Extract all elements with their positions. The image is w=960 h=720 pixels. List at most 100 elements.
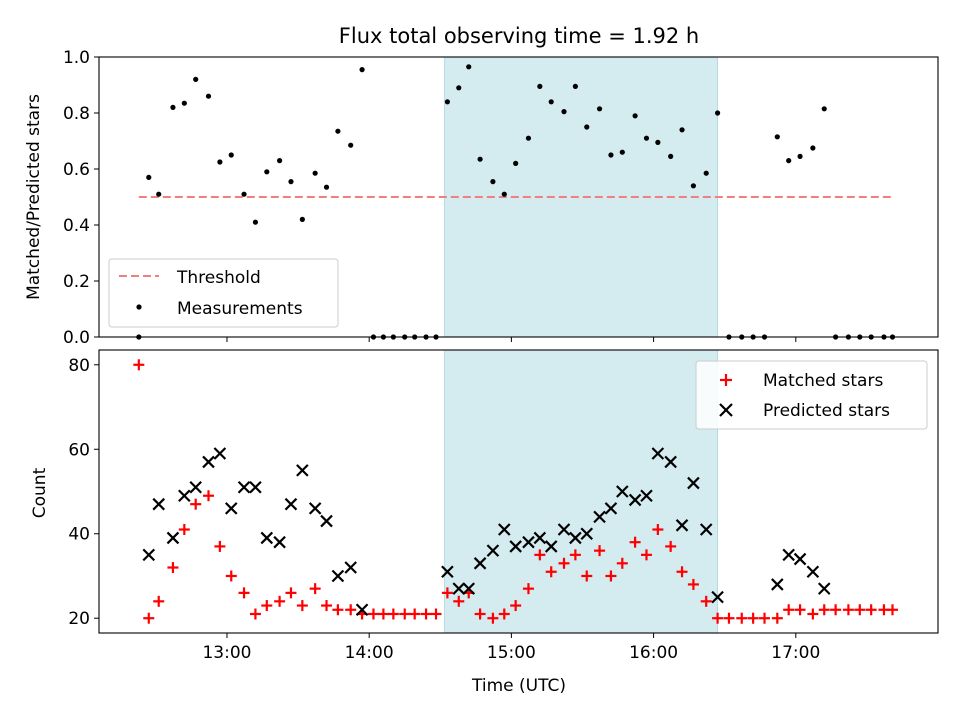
matched-point <box>522 583 534 595</box>
measurement-point <box>477 156 483 162</box>
predicted-point <box>771 578 784 591</box>
matched-point <box>830 604 842 616</box>
x-tick-label: 15:00 <box>487 643 536 663</box>
matched-point <box>652 524 664 536</box>
predicted-point <box>687 476 700 490</box>
measurement-point <box>643 135 650 141</box>
threshold-legend-label: Threshold <box>176 268 261 288</box>
predicted-point <box>604 502 618 515</box>
count-y-axis: 20 40 60 80 <box>68 356 99 629</box>
count-panel: 20 40 60 80 13:00 14:00 15:00 16:00 17:00 Count… <box>30 349 939 696</box>
matched-point <box>133 359 145 371</box>
measurement-point <box>714 110 721 116</box>
matched-point <box>367 608 379 620</box>
matched-point <box>747 612 759 624</box>
predicted-point <box>152 497 166 511</box>
measurement-point <box>619 149 625 155</box>
matched-point <box>886 604 898 616</box>
matched-point <box>700 595 712 607</box>
x-tick-label: 16:00 <box>629 643 678 663</box>
matched-point <box>842 604 854 616</box>
x-tick-label: 13:00 <box>202 643 251 663</box>
matched-point <box>687 578 699 590</box>
ratio-plot-frame <box>98 56 939 338</box>
measurement-point <box>323 184 330 190</box>
chart-title: Flux total observing time = 1.92 h <box>339 24 699 48</box>
predicted-point <box>533 531 547 545</box>
predicted-point <box>308 502 322 515</box>
matched-point <box>794 604 806 616</box>
measurement-point <box>217 159 223 165</box>
measurement-point <box>241 191 247 197</box>
predicted-point <box>178 489 191 503</box>
matched-point <box>854 604 866 616</box>
predicted-point <box>486 544 500 557</box>
predicted-point <box>273 535 286 549</box>
measurement-point <box>312 170 318 176</box>
matched-point <box>807 608 819 620</box>
predicted-point <box>189 480 202 494</box>
measurement-point <box>810 145 816 151</box>
measurement-point <box>821 106 827 112</box>
count-y-tick-label: 40 <box>68 525 90 545</box>
ratio-y-tick-label: 0.4 <box>63 216 90 236</box>
predicted-point <box>806 565 820 579</box>
measurement-point <box>359 67 365 73</box>
matched-point <box>498 608 510 620</box>
matched-point <box>296 600 308 612</box>
predicted-point <box>628 493 642 507</box>
matched-point <box>214 540 226 552</box>
matched-point <box>249 608 261 620</box>
measurement-point <box>548 99 554 105</box>
matched-point <box>453 595 465 607</box>
measurement-point <box>299 216 305 222</box>
matched-point <box>569 549 581 561</box>
predicted-point <box>331 569 345 583</box>
matched-point <box>640 549 652 561</box>
predicted-point <box>616 485 629 498</box>
predicted-point <box>544 540 558 553</box>
predicted-point <box>793 552 807 566</box>
measurement-point <box>668 153 674 159</box>
matched-point <box>441 587 453 599</box>
measurement-point <box>774 134 780 140</box>
measurement-point <box>444 99 450 105</box>
ratio-panel: 0.0 0.2 0.4 0.6 0.8 1.0 Matched/Predicted sta… <box>24 48 939 348</box>
matched-point <box>474 608 486 620</box>
measurement-point <box>786 158 792 164</box>
count-y-tick-label: 20 <box>68 609 90 629</box>
predicted-point <box>640 489 653 503</box>
matched-point <box>261 600 273 612</box>
matched-point <box>420 608 432 620</box>
matched-point <box>605 570 617 582</box>
matched-point <box>510 600 522 612</box>
matched-point <box>285 587 297 599</box>
matched-point <box>736 612 748 624</box>
matched-legend-swatch <box>720 374 732 386</box>
predicted-point <box>569 531 582 545</box>
measurement-point <box>490 179 496 185</box>
measurement-point <box>252 219 259 225</box>
predicted-point <box>213 447 227 460</box>
measurement-point <box>690 183 697 189</box>
predicted-point <box>817 582 831 595</box>
count-y-tick-label: 80 <box>68 356 90 376</box>
matched-point <box>783 604 795 616</box>
matched-point <box>581 570 593 582</box>
matched-point <box>399 608 411 620</box>
predicted-point <box>202 455 215 469</box>
measurement-point <box>170 104 176 110</box>
matched-point <box>167 562 179 574</box>
predicted-point <box>462 582 476 595</box>
measurement-point <box>466 64 472 70</box>
measurement-point <box>608 152 614 158</box>
ratio-marks <box>136 64 896 340</box>
predicted-point <box>699 523 713 536</box>
predicted-legend-swatch <box>719 403 733 417</box>
measurements-legend-label: Measurements <box>177 299 303 319</box>
measurement-point <box>501 191 507 197</box>
predicted-point <box>284 497 298 511</box>
predicted-point <box>224 502 238 515</box>
measurement-point <box>146 174 152 180</box>
